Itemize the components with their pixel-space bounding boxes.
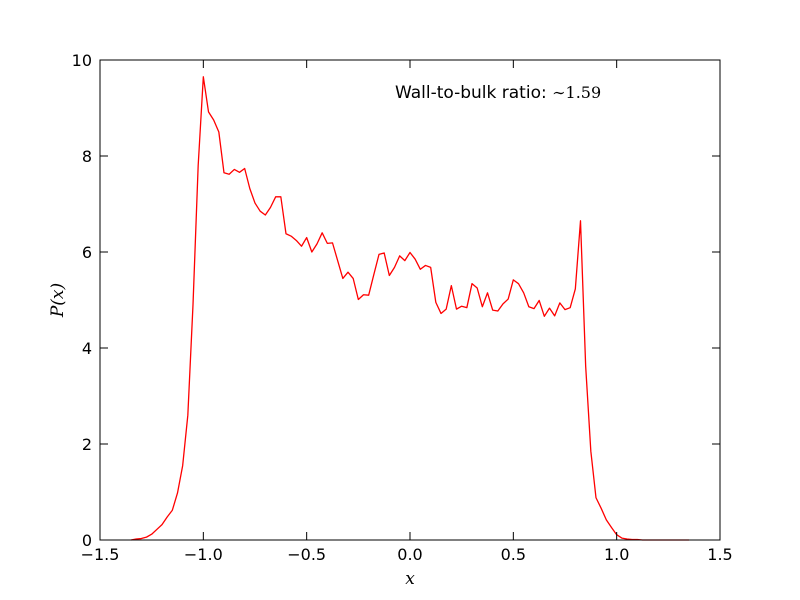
x-tick-label: −0.5 [287, 545, 326, 564]
x-tick-label: 1.5 [707, 545, 732, 564]
annotation-value: ∼1.59 [552, 83, 601, 102]
x-tick-label: 0.0 [397, 545, 422, 564]
y-tick-label: 4 [82, 339, 92, 358]
plot-area [130, 76, 689, 541]
x-axis-label: x [405, 569, 415, 589]
annotation: Wall-to-bulk ratio: ∼1.59 [395, 83, 601, 103]
x-tick-label: 1.0 [604, 545, 629, 564]
axis-ticks: −1.5 −1.0 −0.5 0.0 0.5 1.0 1.5 0 2 4 6 8 10 [72, 51, 733, 564]
y-axis-label: P(x) [48, 283, 68, 318]
x-tick-label: −1.5 [81, 545, 120, 564]
x-tick-label: 0.5 [501, 545, 526, 564]
y-tick-label: 2 [82, 435, 92, 454]
x-tick-label: −1.0 [184, 545, 223, 564]
y-tick-label: 0 [82, 531, 92, 550]
series-line-0 [130, 76, 689, 541]
y-tick-label: 8 [82, 147, 92, 166]
y-tick-label: 6 [82, 243, 92, 262]
annotation-text: Wall-to-bulk ratio: [395, 83, 552, 103]
y-tick-label: 10 [72, 51, 92, 70]
axes-frame [99, 59, 721, 541]
